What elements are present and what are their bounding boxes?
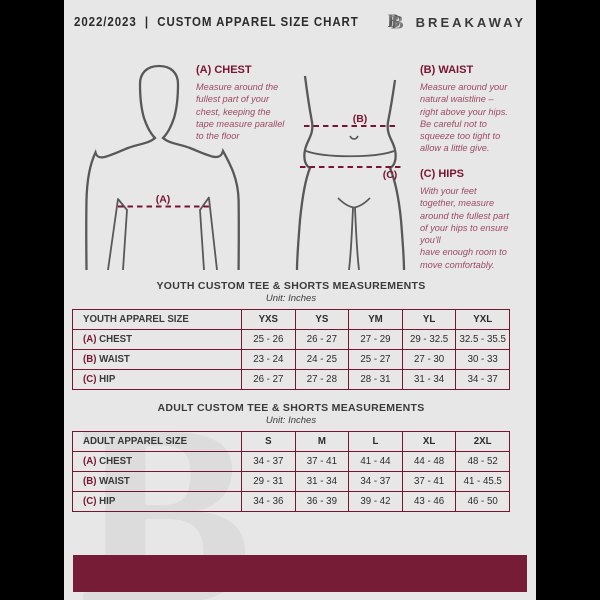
svg-text:(B): (B)	[353, 113, 368, 125]
svg-text:(A): (A)	[156, 194, 171, 206]
svg-text:B: B	[391, 13, 404, 34]
svg-text:(C): (C)	[383, 169, 398, 181]
